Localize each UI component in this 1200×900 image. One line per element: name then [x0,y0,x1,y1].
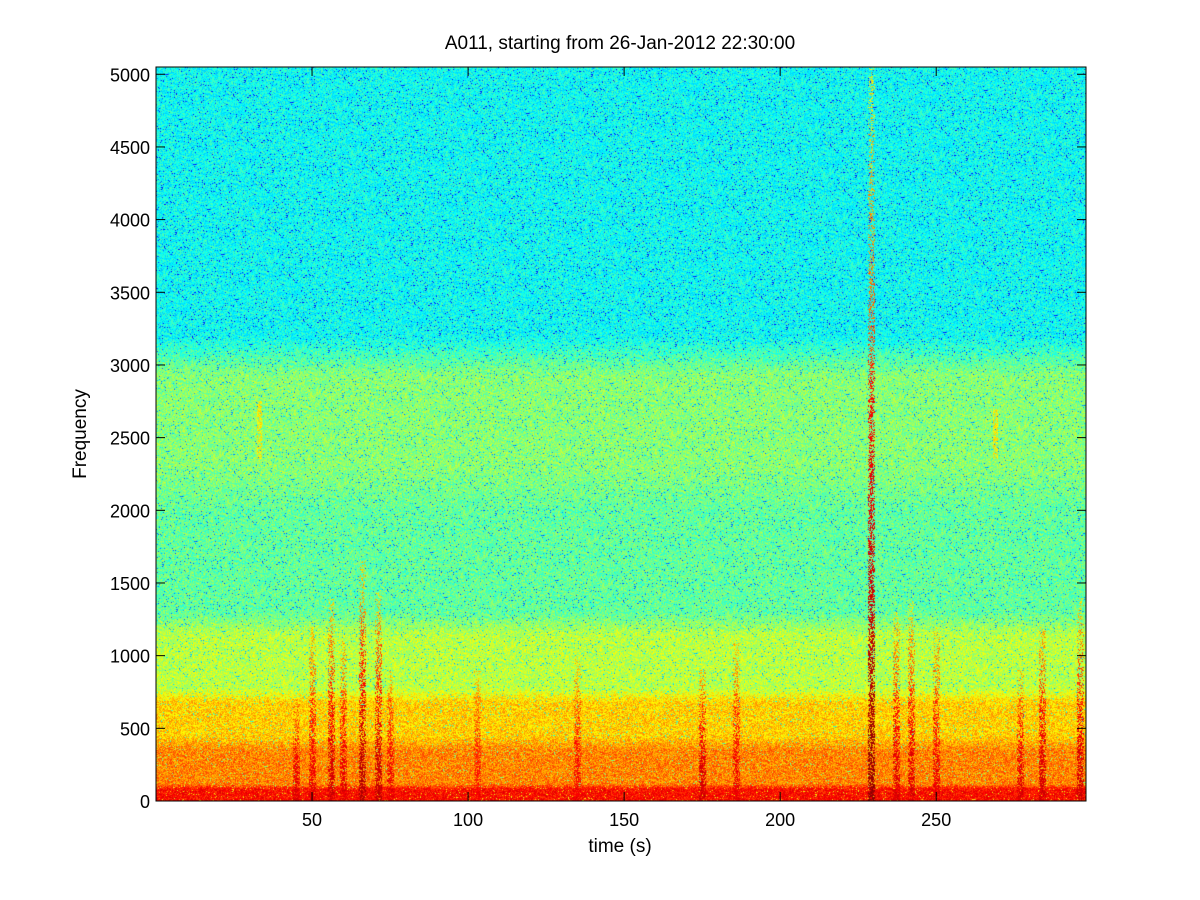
y-tick-label: 4500 [110,138,150,158]
y-tick-label: 3000 [110,356,150,376]
y-tick-label: 0 [140,792,150,812]
axes-box [155,66,1087,802]
y-tick-label: 1000 [110,647,150,667]
x-tick-label: 150 [609,810,639,830]
y-tick-label: 5000 [110,65,150,85]
chart-title: A011, starting from 26-Jan-2012 22:30:00 [444,33,796,54]
y-tick-label: 1500 [110,574,150,594]
y-tick-label: 3500 [110,283,150,303]
spectrogram-image [156,67,1086,801]
x-tick-label: 50 [302,810,322,830]
x-tick-label: 250 [921,810,951,830]
y-tick-label: 2000 [110,501,150,521]
x-axis-label: time (s) [588,836,652,857]
y-tick-label: 2500 [110,429,150,449]
y-tick-label: 500 [120,719,150,739]
x-tick-label: 200 [765,810,795,830]
y-tick-label: 4000 [110,211,150,231]
x-tick-label: 100 [453,810,483,830]
y-axis-label: Frequency [70,389,91,479]
